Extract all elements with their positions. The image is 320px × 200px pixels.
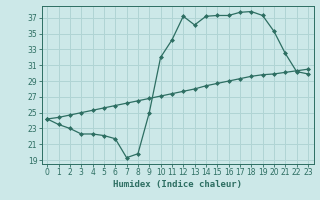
X-axis label: Humidex (Indice chaleur): Humidex (Indice chaleur) (113, 180, 242, 189)
